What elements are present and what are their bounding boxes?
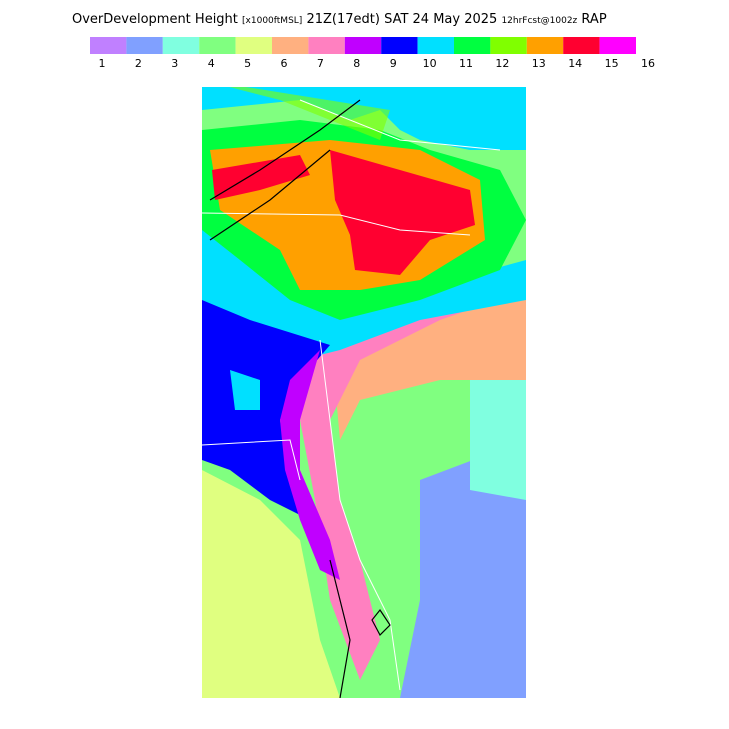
legend-label: 14 [568,57,582,70]
legend-swatch [126,37,163,54]
title: OverDevelopment Height [x1000ftMSL] 21Z(… [72,12,607,27]
legend-label: 11 [459,57,473,70]
legend-swatch [308,37,345,54]
title-part: [x1000ftMSL] [242,16,302,26]
legend-swatch [235,37,272,54]
legend-label: 6 [281,57,288,70]
legend-label: 7 [317,57,324,70]
title-part: OverDevelopment Height [72,12,238,27]
legend-swatch [90,37,127,54]
legend-swatch [162,37,200,54]
legend-swatch [199,37,236,54]
legend-swatch [563,37,600,54]
legend-swatch [381,37,418,54]
legend-label: 9 [390,57,397,70]
legend-label: 2 [135,57,142,70]
legend-swatch [272,37,309,54]
legend-label: 13 [532,57,546,70]
legend-label: 12 [495,57,509,70]
legend-label: 10 [423,57,437,70]
title-part: 21Z(17edt) SAT 24 May 2025 [306,12,497,27]
legend-swatch [599,37,636,54]
legend-label: 1 [99,57,106,70]
legend-swatch [417,37,454,54]
legend-label: 15 [605,57,619,70]
legend-label: 3 [171,57,178,70]
legend-swatch [454,37,491,54]
legend-swatch [344,37,382,54]
legend-swatch [490,37,527,54]
legend-label: 5 [244,57,251,70]
legend-swatch [526,37,564,54]
title-part: RAP [581,12,606,27]
legend: 1 2 3 4 5 6 7 8 9 10 11 12 13 14 15 16 [90,37,655,70]
legend-label: 16 [641,57,655,70]
legend-label: 4 [208,57,215,70]
map [202,87,526,698]
legend-label: 8 [353,57,360,70]
title-part: 12hrFcst@1002z [501,16,577,26]
